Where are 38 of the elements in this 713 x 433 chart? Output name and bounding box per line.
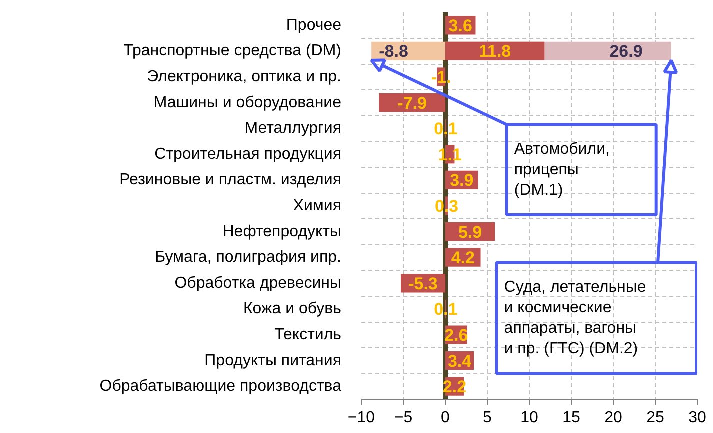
y-tick-label: Транспортные средства (DM): [124, 42, 342, 60]
y-tick-label: Резиновые и пластм. изделия: [120, 172, 342, 189]
y-tick-label: Химия: [293, 198, 342, 214]
data-label: 4.2: [451, 248, 475, 268]
x-tick-label: 30: [688, 410, 706, 426]
x-tick-label: −10: [348, 410, 376, 426]
x-tick-label: 20: [604, 410, 622, 426]
data-label: -1.: [431, 68, 452, 87]
x-tick-label: 10: [520, 410, 538, 426]
y-tick-label: Обработка древесины: [174, 274, 342, 292]
y-tick-label: Металлургия: [244, 120, 342, 138]
y-tick-label: Обрабатывающие производства: [100, 378, 342, 396]
y-tick-label: Бумага, полиграфия ипр.: [155, 249, 342, 266]
y-tick-label: Машины и оборудование: [154, 94, 342, 112]
y-tick-label: Прочее: [286, 16, 342, 34]
y-tick-label: Нефтепродукты: [222, 223, 342, 240]
x-tick-label: 5: [483, 410, 492, 426]
data-label: -5.3: [408, 274, 438, 294]
data-label: 3.4: [448, 352, 472, 371]
x-tick-label: 0: [441, 410, 450, 426]
y-tick-label: Строительная продукция: [154, 146, 342, 163]
y-tick-label: Продукты питания: [204, 352, 342, 370]
data-label: 1.1: [438, 145, 462, 164]
data-label: 26.9: [610, 42, 643, 62]
annotation: Суда, летательные и космические аппараты, вагоны и пр. (ГТС) (DM.2): [504, 279, 646, 358]
data-label: 11.8: [478, 42, 512, 62]
x-tick-label: 25: [646, 410, 664, 426]
y-tick-label: Кожа и обувь: [243, 300, 342, 318]
data-label: 5.9: [458, 222, 482, 242]
annotation: Автомобили, прицепы (DM.1): [514, 140, 610, 199]
x-tick-label: −5: [394, 410, 413, 426]
x-tick-label: 15: [562, 410, 580, 426]
data-label: -8.8: [379, 42, 408, 62]
y-tick-label: Электроника, оптика и пр.: [147, 68, 342, 86]
data-label: 3.6: [448, 16, 472, 36]
data-label: -7.9: [398, 94, 427, 113]
data-label: 3.9: [450, 171, 474, 190]
y-tick-label: Текстиль: [274, 326, 342, 344]
